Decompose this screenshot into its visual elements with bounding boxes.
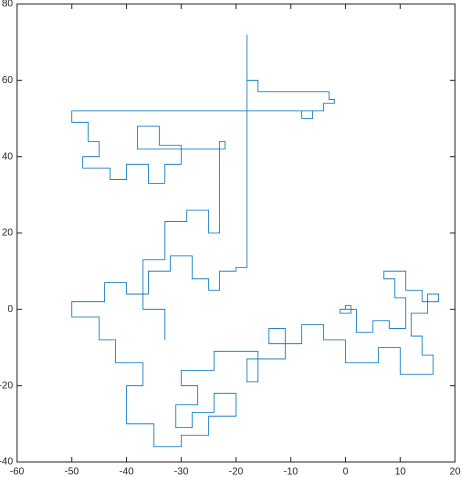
x-tick-label: -50 [65, 467, 80, 477]
x-tick-label: -30 [174, 467, 189, 477]
x-tick-label: -10 [284, 467, 299, 477]
x-tick-label: -40 [119, 467, 134, 477]
x-tick-label: 0 [343, 467, 349, 477]
x-tick-label: 10 [395, 467, 407, 477]
y-tick-label: 40 [2, 151, 14, 162]
x-tick-label: -60 [10, 467, 25, 477]
x-tick-label: -20 [229, 467, 244, 477]
y-tick-label: 60 [2, 75, 14, 86]
y-tick-label: 20 [2, 228, 14, 239]
y-tick-label: -20 [0, 380, 13, 391]
y-tick-label: -40 [0, 457, 13, 468]
walk-line [71, 34, 439, 448]
y-tick-label: 80 [2, 0, 14, 10]
y-tick-label: 0 [7, 304, 13, 315]
x-tick-label: 20 [449, 467, 461, 477]
